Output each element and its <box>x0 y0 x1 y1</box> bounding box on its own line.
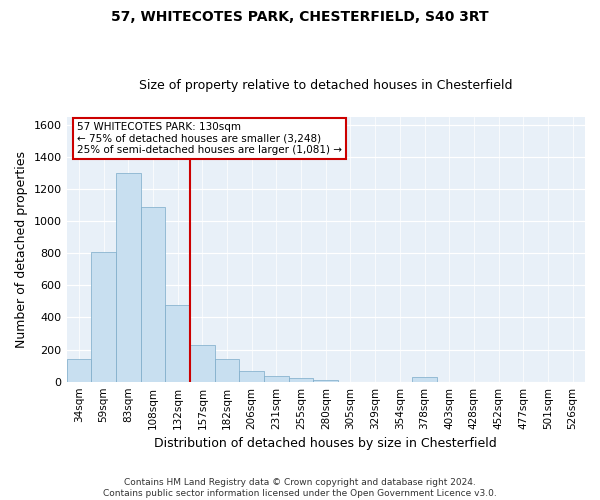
Text: 57, WHITECOTES PARK, CHESTERFIELD, S40 3RT: 57, WHITECOTES PARK, CHESTERFIELD, S40 3… <box>111 10 489 24</box>
Bar <box>264 376 289 382</box>
Bar <box>215 359 239 382</box>
Bar <box>190 345 215 382</box>
Text: Contains HM Land Registry data © Crown copyright and database right 2024.
Contai: Contains HM Land Registry data © Crown c… <box>103 478 497 498</box>
Bar <box>289 378 313 382</box>
Bar <box>116 173 140 382</box>
Bar <box>91 252 116 382</box>
Bar <box>313 380 338 382</box>
Y-axis label: Number of detached properties: Number of detached properties <box>15 150 28 348</box>
Bar <box>67 359 91 382</box>
Bar <box>412 377 437 382</box>
Title: Size of property relative to detached houses in Chesterfield: Size of property relative to detached ho… <box>139 79 512 92</box>
X-axis label: Distribution of detached houses by size in Chesterfield: Distribution of detached houses by size … <box>154 437 497 450</box>
Bar <box>165 304 190 382</box>
Bar <box>140 206 165 382</box>
Text: 57 WHITECOTES PARK: 130sqm
← 75% of detached houses are smaller (3,248)
25% of s: 57 WHITECOTES PARK: 130sqm ← 75% of deta… <box>77 122 342 156</box>
Bar <box>239 371 264 382</box>
